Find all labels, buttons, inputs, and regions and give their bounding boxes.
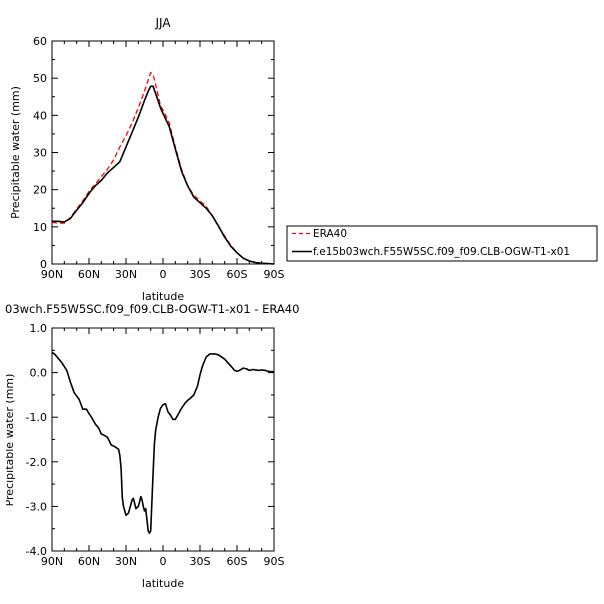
bottom-y-axis-label: Precipitable water (mm) [3,374,16,507]
legend-box [286,225,598,262]
top-y-tick-label: 60 [33,35,47,48]
bottom-y-tick-label: 0.0 [30,367,48,380]
top-panel: JJA 0 10 20 30 40 50 60 90N 60N 30N 0 30S 60S 90S la… [9,16,285,303]
top-y-tick-label: 20 [33,184,47,197]
top-x-tick-label: 90N [41,268,63,281]
top-y-tick-label: 50 [33,72,47,85]
bottom-x-axis-label: latitude [142,577,184,590]
legend-label-model: f.e15b03wch.F55W5SC.f09_f09.CLB-OGW-T1-x… [313,246,570,258]
bottom-x-tick-label: 30N [115,555,137,568]
top-y-axis-label: Precipitable water (mm) [9,86,22,219]
legend-label-era40: ERA40 [313,228,347,240]
label-clip-mask [0,328,6,551]
bottom-x-tick-label: 0 [160,555,167,568]
bottom-x-axis: 90N 60N 30N 0 30S 60S 90S [41,328,285,568]
bottom-x-tick-label: 60S [227,555,248,568]
bottom-y-axis: -4.0 -3.0 -2.0 -1.0 0.0 1.0 [26,322,274,558]
bottom-y-tick-label: -4.0 [26,545,47,558]
bottom-x-tick-label: 90S [264,555,285,568]
bottom-y-tick-label: -3.0 [26,500,47,513]
top-x-tick-label: 30N [115,268,137,281]
top-x-tick-label: 60S [227,268,248,281]
top-series-lines [51,71,275,265]
bottom-x-tick-label: 90N [41,555,63,568]
bottom-series-lines [51,351,274,535]
top-y-axis: 0 10 20 30 40 50 60 [33,35,274,271]
bottom-x-tick-label: 30S [190,555,211,568]
bottom-plot-frame [51,327,275,552]
top-x-tick-label: 60N [78,268,100,281]
top-y-tick-label: 0 [40,258,47,271]
top-chart-title: JJA [154,16,171,30]
top-x-tick-label: 90S [264,268,285,281]
top-y-tick-label: 10 [33,221,47,234]
top-series-line-1 [52,85,275,265]
top-y-tick-label: 40 [33,109,47,122]
top-plot-frame [51,40,275,265]
legend: ERA40 f.e15b03wch.F55W5SC.f09_f09.CLB-OG… [286,225,598,262]
top-x-axis-label: latitude [142,290,184,303]
top-x-tick-label: 0 [160,268,167,281]
bottom-x-tick-label: 60N [78,555,100,568]
bottom-y-tick-label: 1.0 [30,322,48,335]
bottom-y-tick-label: -2.0 [26,456,47,469]
top-x-axis: 90N 60N 30N 0 30S 60S 90S [41,41,285,281]
top-y-tick-label: 30 [33,147,47,160]
bottom-panel: 03wch.F55W5SC.f09_f09.CLB-OGW-T1-x01 - E… [3,302,299,590]
bottom-chart-title: 03wch.F55W5SC.f09_f09.CLB-OGW-T1-x01 - E… [5,302,299,316]
top-series-line-0 [51,71,275,265]
bottom-y-tick-label: -1.0 [26,411,47,424]
top-x-tick-label: 30S [190,268,211,281]
bottom-series-line-0 [51,351,274,535]
